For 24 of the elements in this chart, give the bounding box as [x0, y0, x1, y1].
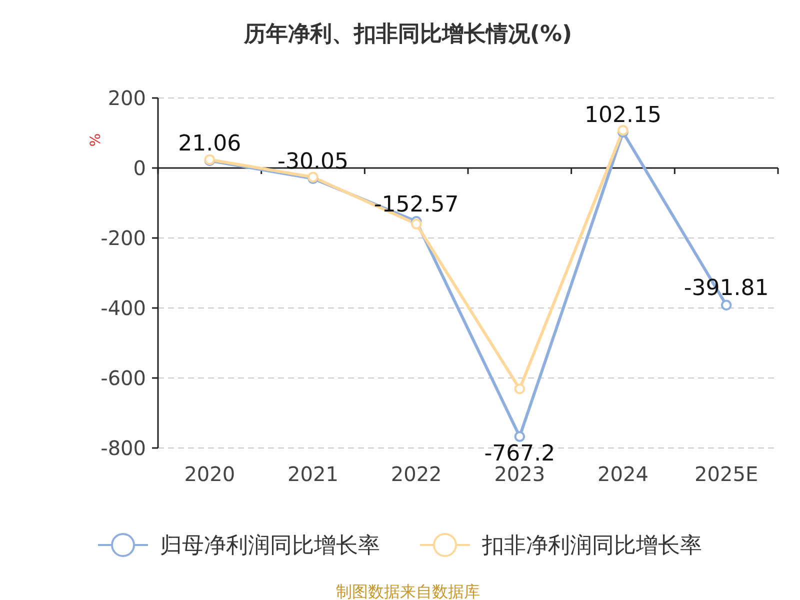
y-tick-label: 0: [133, 156, 146, 180]
y-tick-label: 200: [108, 86, 146, 110]
point: [514, 431, 526, 442]
y-tick-label: -200: [100, 226, 146, 250]
x-tick-label: 2021: [288, 462, 338, 486]
y-axis-title: %: [88, 133, 104, 147]
data-label: 102.15: [584, 103, 662, 128]
y-tick-label: -600: [100, 366, 146, 390]
x-tick-label: 2024: [598, 462, 648, 486]
legend-label: 归母净利润同比增长率: [160, 534, 380, 559]
x-tick-label: 2022: [390, 462, 442, 486]
data-label: -152.57: [374, 192, 459, 218]
point: [720, 300, 732, 310]
text: 制图数据来自数据库: [336, 582, 480, 600]
point: [410, 218, 422, 230]
y-tick-label: -400: [100, 296, 146, 320]
chart-title: 历年净利、扣非同比增长情况(%): [242, 22, 572, 47]
point: [514, 383, 526, 394]
y-tick-label: -800: [100, 436, 146, 460]
x-tick-label: 2020: [184, 462, 236, 486]
data-label: 21.06: [178, 132, 242, 157]
legend-label: 扣非净利润同比增长率: [481, 534, 702, 559]
data-label: -391.81: [684, 276, 769, 302]
x-tick-label: 2025E: [694, 462, 758, 486]
